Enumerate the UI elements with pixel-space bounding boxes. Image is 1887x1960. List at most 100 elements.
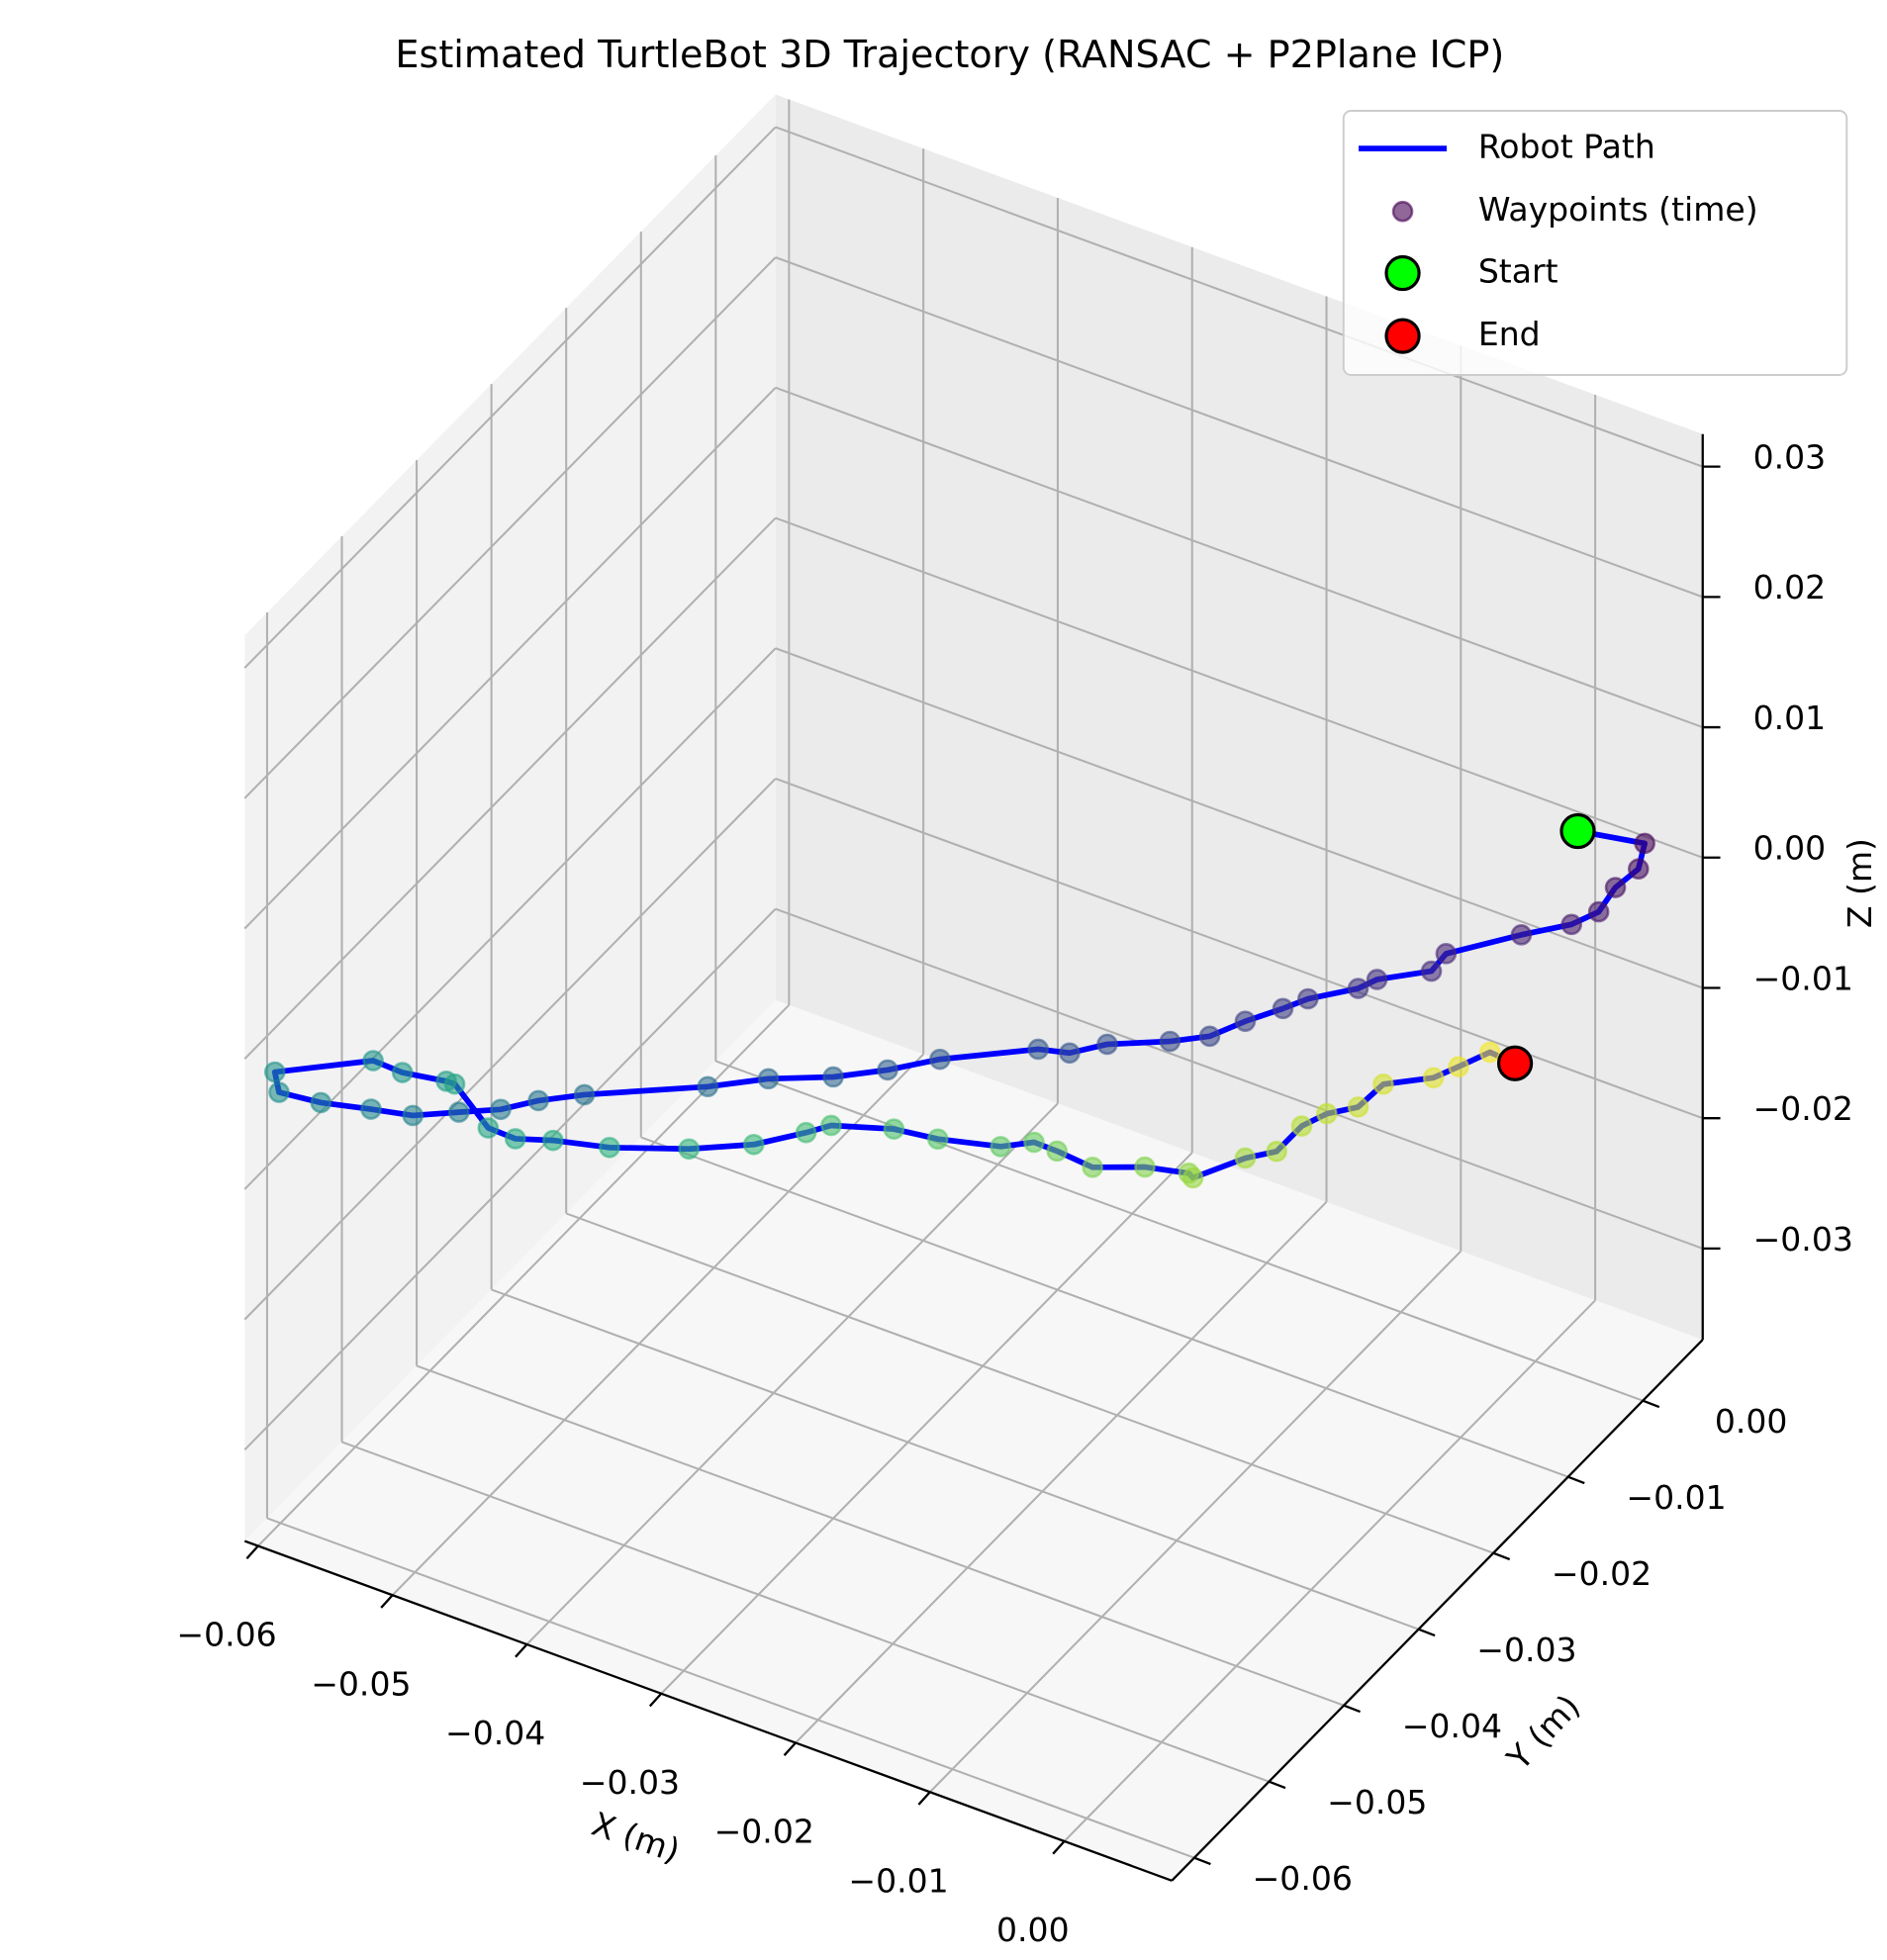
grid-line (243, 516, 777, 1060)
waypoint (599, 1136, 620, 1159)
grid-line (714, 1060, 1644, 1402)
chart-title: Estimated TurtleBot 3D Trajectory (RANSA… (395, 33, 1504, 76)
z-tick-label: 0.00 (1753, 829, 1827, 868)
waypoint (527, 1089, 549, 1112)
x-axis-line (243, 1540, 1173, 1882)
waypoint (1628, 858, 1650, 881)
z-tick-label: −0.01 (1753, 959, 1853, 997)
z-tick-label: −0.03 (1753, 1220, 1853, 1259)
grid-line (1063, 1299, 1596, 1842)
waypoint (268, 1081, 290, 1103)
y-tick-label: −0.05 (1327, 1783, 1427, 1821)
x-tick (783, 1741, 797, 1756)
waypoint (1096, 1033, 1118, 1056)
waypoint (1634, 832, 1655, 855)
x-axis-label: X (m) (587, 1805, 685, 1871)
y-tick (1269, 1780, 1286, 1790)
waypoint (490, 1098, 512, 1121)
waypoint (926, 1128, 949, 1151)
waypoint (1366, 969, 1388, 990)
waypoint (1134, 1156, 1156, 1178)
x-tick-label: −0.01 (848, 1861, 948, 1900)
legend-waypoint (1391, 200, 1414, 223)
x-tick (917, 1791, 931, 1806)
waypoint (1266, 1140, 1287, 1163)
waypoint (929, 1048, 951, 1071)
legend-box (1342, 110, 1848, 376)
grid-line (775, 256, 1704, 599)
grid-line (243, 778, 777, 1321)
y-axis-label: Y (m) (1499, 1687, 1588, 1778)
grid-line (341, 1441, 1270, 1783)
waypoint (391, 1062, 414, 1083)
grid-line (243, 126, 777, 669)
waypoint (1478, 1041, 1501, 1064)
x-tick-label: −0.05 (311, 1664, 411, 1703)
waypoint (1422, 1067, 1445, 1089)
y-tick (1193, 1856, 1211, 1866)
pane-back (775, 94, 1703, 1341)
waypoint (1372, 1073, 1394, 1095)
pane-floor (244, 999, 1703, 1881)
waypoint (1082, 1157, 1103, 1178)
waypoint (820, 1114, 842, 1137)
waypoint (1234, 1147, 1257, 1169)
waypoint (1272, 997, 1294, 1020)
y-tick (1418, 1628, 1436, 1637)
y-tick (1343, 1704, 1361, 1714)
y-tick-label: 0.00 (1715, 1402, 1788, 1441)
waypoint (1059, 1042, 1081, 1065)
legend-label: Robot Path (1478, 128, 1655, 166)
waypoint (1023, 1131, 1045, 1154)
grid-line (243, 907, 777, 1451)
grid-line (391, 1053, 924, 1596)
x-tick-label: −0.03 (580, 1763, 680, 1802)
waypoint (310, 1091, 332, 1114)
waypoint (505, 1128, 526, 1150)
y-tick (1642, 1399, 1660, 1409)
waypoint (757, 1068, 780, 1090)
y-tick-label: −0.04 (1402, 1707, 1502, 1745)
x-tick-label: 0.00 (996, 1911, 1070, 1949)
end-marker (1496, 1045, 1534, 1081)
waypoint (1420, 960, 1443, 982)
grid-line (775, 126, 1704, 468)
x-tick (245, 1544, 259, 1559)
grid-line (775, 386, 1704, 729)
grid-line (640, 1136, 1569, 1478)
grid-line (775, 777, 1704, 1120)
waypoint (1297, 987, 1319, 1010)
waypoint (402, 1104, 425, 1127)
waypoint (742, 1133, 765, 1156)
z-tick-label: −0.02 (1753, 1089, 1853, 1128)
legend-label: Waypoints (time) (1478, 190, 1758, 229)
waypoint (443, 1073, 466, 1095)
waypoint (447, 1101, 470, 1123)
y-tick-label: −0.06 (1253, 1859, 1353, 1898)
waypoint (1316, 1102, 1338, 1125)
grid-line (491, 1288, 1419, 1631)
x-tick (1052, 1840, 1066, 1855)
waypoint (1027, 1038, 1050, 1061)
waypoint (1198, 1025, 1221, 1048)
waypoint (1234, 1010, 1257, 1032)
y-tick (1567, 1475, 1585, 1485)
waypoint (877, 1059, 898, 1081)
waypoint (1510, 924, 1533, 946)
grid-line (243, 256, 777, 799)
z-tick-label: 0.02 (1753, 568, 1827, 607)
y-tick-label: −0.03 (1476, 1631, 1576, 1669)
waypoint (362, 1050, 384, 1072)
grid-line (243, 387, 777, 930)
waypoint (1448, 1056, 1469, 1077)
pane-left (244, 94, 776, 1541)
legend-end (1384, 318, 1421, 354)
waypoint (477, 1117, 500, 1139)
waypoint (678, 1138, 701, 1161)
x-tick-label: −0.06 (176, 1616, 276, 1654)
grid-line (257, 1004, 791, 1547)
grid-line (929, 1250, 1462, 1793)
waypoint (542, 1129, 564, 1152)
